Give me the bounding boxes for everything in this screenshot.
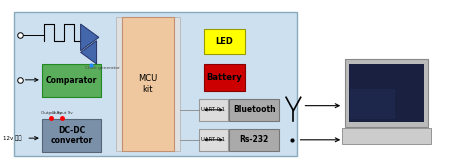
FancyBboxPatch shape — [199, 129, 228, 151]
FancyBboxPatch shape — [14, 12, 298, 156]
FancyBboxPatch shape — [342, 128, 431, 144]
Text: Output 9v: Output 9v — [41, 111, 61, 115]
Text: MCU
kit: MCU kit — [138, 74, 158, 94]
FancyBboxPatch shape — [204, 29, 245, 54]
FancyBboxPatch shape — [350, 89, 395, 119]
Text: DC-DC
convertor: DC-DC convertor — [50, 126, 93, 145]
Polygon shape — [81, 41, 97, 64]
Text: Output 9v: Output 9v — [52, 111, 73, 115]
Text: UART 0 1: UART 0 1 — [202, 137, 225, 142]
FancyBboxPatch shape — [199, 99, 228, 121]
Text: Bluetooth: Bluetooth — [233, 105, 275, 114]
Text: Rs-232: Rs-232 — [240, 135, 269, 144]
Text: Battery: Battery — [207, 73, 242, 82]
FancyBboxPatch shape — [122, 17, 174, 151]
Text: LED: LED — [216, 37, 234, 46]
FancyBboxPatch shape — [42, 64, 101, 97]
FancyBboxPatch shape — [229, 129, 279, 151]
FancyBboxPatch shape — [345, 59, 428, 127]
Text: Clock generator: Clock generator — [85, 66, 120, 70]
Text: 12v 입력: 12v 입력 — [3, 135, 21, 141]
Polygon shape — [81, 24, 99, 51]
Text: UART 0 1: UART 0 1 — [202, 107, 225, 112]
Text: Comparator: Comparator — [46, 76, 97, 85]
FancyBboxPatch shape — [229, 99, 279, 121]
FancyBboxPatch shape — [174, 17, 180, 151]
FancyBboxPatch shape — [204, 64, 245, 91]
FancyBboxPatch shape — [116, 17, 122, 151]
FancyBboxPatch shape — [42, 119, 101, 152]
FancyBboxPatch shape — [349, 64, 424, 122]
